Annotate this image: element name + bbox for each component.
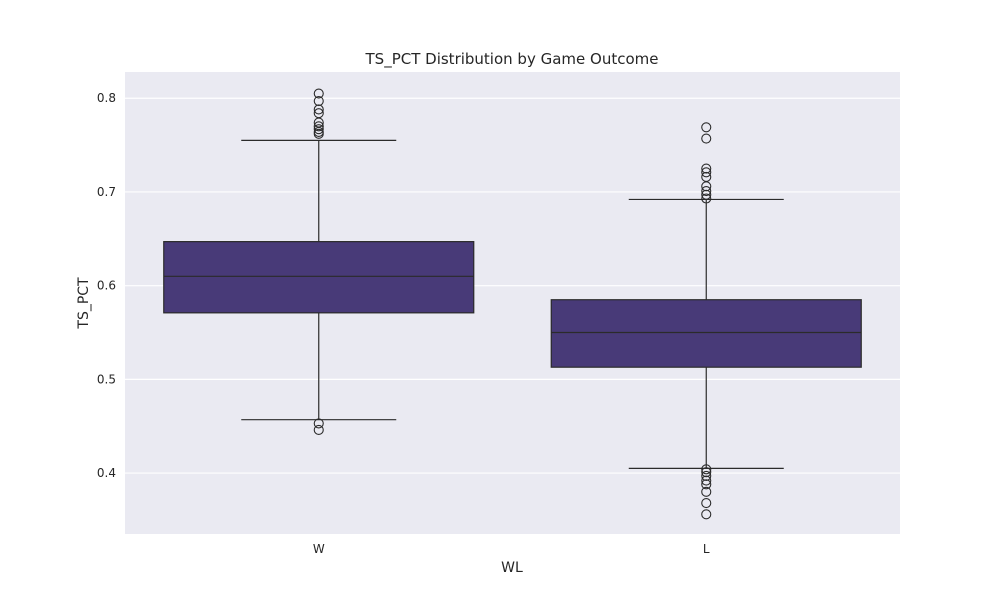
x-tick-label: L (703, 542, 710, 556)
outlier-point (701, 189, 712, 200)
outlier-point (701, 163, 712, 174)
y-tick-label: 0.4 (97, 466, 116, 480)
box-W (163, 88, 475, 436)
outlier-point (313, 104, 324, 115)
outlier-point (701, 479, 712, 490)
outlier-point (701, 171, 712, 183)
y-tick-label: 0.6 (97, 279, 116, 293)
outlier-point (313, 121, 324, 132)
chart-title: TS_PCT Distribution by Game Outcome (365, 50, 659, 69)
outlier-point (701, 475, 712, 486)
outlier-point (701, 122, 712, 133)
outlier-point (701, 133, 712, 144)
x-tick-label: W (313, 542, 325, 556)
outlier-point (701, 467, 712, 478)
y-axis-label: TS_PCT (76, 277, 92, 330)
outlier-point (701, 486, 712, 497)
outlier-point (701, 509, 712, 520)
boxes (163, 88, 862, 520)
y-tick-label: 0.7 (97, 185, 116, 199)
outlier-point (701, 498, 712, 509)
outlier-point (701, 470, 712, 481)
outlier-point (701, 185, 712, 197)
outlier-point (313, 108, 324, 119)
outlier-point (313, 424, 324, 436)
outlier-point (701, 464, 712, 475)
outlier-point (313, 88, 324, 99)
iqr-box (163, 241, 475, 314)
outlier-point (313, 418, 324, 429)
outlier-point (701, 167, 712, 178)
x-axis-label: WL (501, 560, 523, 576)
outlier-point (313, 124, 324, 135)
iqr-box (550, 299, 862, 368)
outlier-point (701, 193, 712, 204)
y-axis-ticks: 0.4 0.5 0.6 0.7 0.8 (97, 91, 116, 480)
y-tick-label: 0.5 (97, 372, 116, 386)
box-L (550, 122, 862, 520)
y-tick-label: 0.8 (97, 91, 116, 105)
outlier-point (313, 96, 324, 107)
